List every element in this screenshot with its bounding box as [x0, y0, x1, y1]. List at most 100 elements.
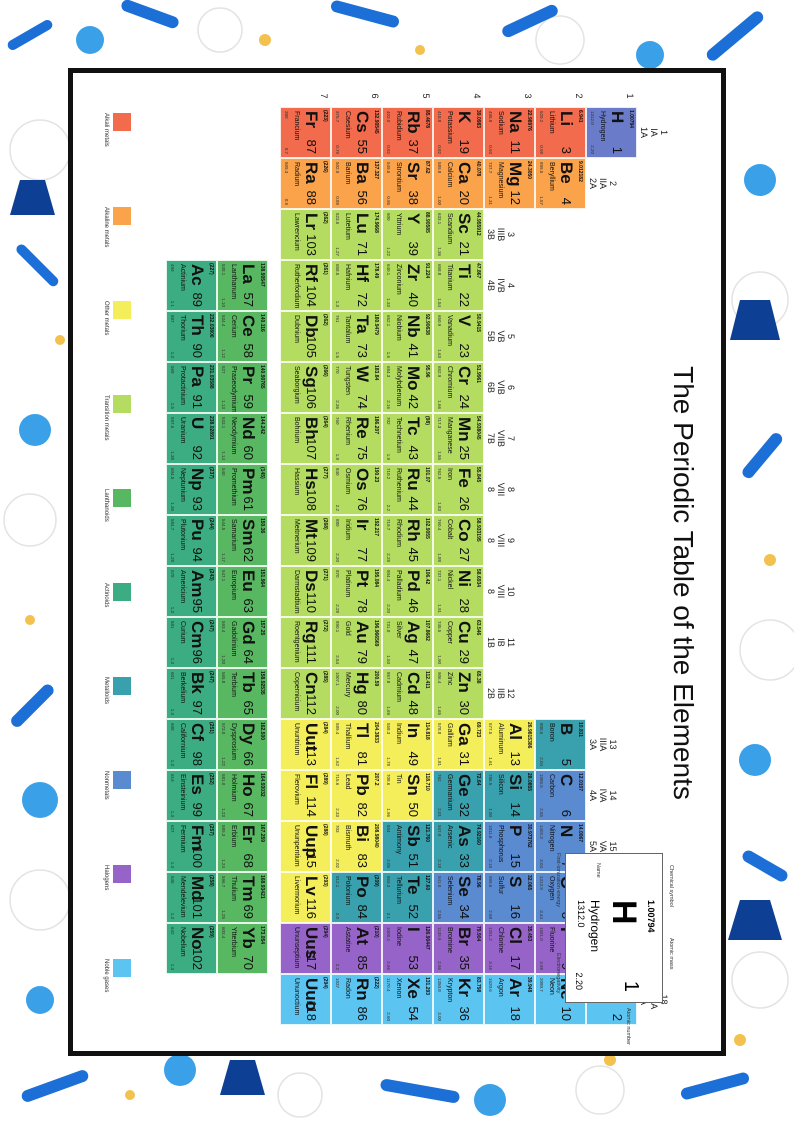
- element-mass: 112.411: [424, 671, 430, 689]
- element-mass: (210): [373, 926, 379, 938]
- element-electronegativity: 1.14: [221, 451, 226, 460]
- element-s: 32.065 S 16 Sulfur 999.6 2.58: [484, 872, 535, 923]
- element-hs: (277) Hs 108 Hassium: [280, 464, 331, 515]
- element-ionization: 549.5: [386, 162, 391, 174]
- element-ionization: 635: [170, 876, 175, 884]
- element-extra: 1170.4 2.60: [385, 978, 391, 1021]
- element-electronegativity: 3.04: [539, 859, 544, 868]
- element-electronegativity: 1.69: [386, 706, 391, 715]
- element-extra: 495.8 0.93: [487, 111, 493, 154]
- element-number: 51: [406, 853, 421, 868]
- element-tm: 168.93421 Tm 69 Thulium 596.7 1.25: [217, 872, 268, 923]
- element-name: Indium: [395, 723, 402, 745]
- period-label-5: 5: [421, 93, 431, 99]
- element-mass: (259): [208, 926, 214, 938]
- group-header-line: 2: [608, 180, 618, 186]
- element-extra: 589.3 1.24: [220, 825, 226, 868]
- element-number: 21: [457, 241, 472, 256]
- element-mass: 69.723: [475, 722, 481, 738]
- element-os: 190.23 Os 76 Osmium 840 2.2: [331, 464, 382, 515]
- element-mass: (288): [322, 824, 328, 836]
- element-mass: (247): [208, 620, 214, 632]
- element-mass: 22.98976: [526, 110, 532, 131]
- element-extra: 719.7 2.28: [385, 519, 391, 562]
- element-number: 14: [508, 802, 523, 817]
- element-symbol: Se: [455, 876, 474, 897]
- element-symbol: Re: [353, 417, 372, 439]
- group-header-9: 9 VIII 8: [486, 515, 516, 566]
- element-electronegativity: 1.28: [170, 553, 175, 562]
- element-number: 92: [190, 445, 205, 460]
- element-mass: 121.760: [424, 824, 430, 843]
- element-electronegativity: 2.20: [386, 604, 391, 613]
- element-number: 30: [457, 700, 472, 715]
- element-number: 118: [304, 1000, 319, 1021]
- element-mass: (293): [322, 875, 328, 887]
- element-rb: 85.4678 Rb 37 Rubidium 403.0 0.82: [382, 107, 433, 158]
- element-lu: 174.9668 Lu 71 Lutetium 523.5 1.27: [331, 209, 382, 260]
- element-ionization: 538.1: [221, 264, 226, 276]
- element-symbol: Dy: [239, 723, 258, 745]
- group-header-line: 1A: [639, 126, 649, 138]
- element-hf: 178.49 Hf 72 Hafnium 658.5 1.3: [331, 260, 382, 311]
- element-symbol: Tc: [404, 417, 423, 436]
- element-ionization: 1008.4: [386, 927, 391, 941]
- element-ionization: 770: [335, 366, 340, 374]
- element-number: 54: [406, 1006, 421, 1021]
- element-mass: 140.116: [259, 314, 265, 332]
- element-ionization: 702: [386, 417, 391, 425]
- element-name: Tin: [395, 774, 402, 784]
- element-ionization: 642: [170, 927, 175, 935]
- element-ionization: 533.1: [221, 417, 226, 429]
- element-extra: [283, 213, 289, 256]
- group-header-line: 1B: [486, 636, 496, 648]
- element-number: 53: [406, 955, 421, 970]
- element-electronegativity: 1.9: [335, 453, 340, 460]
- element-po: (209) Po 84 Polonium 812.1 2.0: [331, 872, 382, 923]
- element-number: 46: [406, 598, 421, 613]
- group-header-3: 3 IIIB 3B: [486, 209, 516, 260]
- element-mass: (252): [208, 773, 214, 785]
- element-extra: 840 2.2: [334, 468, 340, 511]
- element-ionization: 601: [170, 672, 175, 680]
- element-symbol: Rn: [353, 978, 372, 1001]
- element-electronegativity: 2.55: [539, 808, 544, 817]
- element-symbol: Eu: [239, 570, 258, 592]
- element-symbol: Pt: [353, 570, 372, 587]
- element-symbol: Tb: [239, 672, 258, 693]
- element-number: 12: [508, 190, 523, 205]
- group-header-line: 14: [608, 790, 618, 801]
- element-number: 83: [355, 853, 370, 868]
- element-ionization: 762.5: [437, 468, 442, 480]
- element-symbol: Ba: [353, 162, 372, 184]
- element-extra: 737.7 1.31: [487, 162, 493, 205]
- element-name: Praseodymium: [230, 366, 237, 413]
- element-name: Chlorine: [497, 927, 504, 954]
- element-no: (259) No 102 Nobelium 642 1.3: [166, 923, 217, 974]
- element-gd: 157.25 Gd 64 Gadolinium 593.4 1.20: [217, 617, 268, 668]
- element-number: 66: [241, 751, 256, 766]
- element-number: 43: [406, 445, 421, 460]
- element-symbol: Ta: [353, 315, 372, 334]
- element-extra: 1402.3 3.04: [538, 825, 544, 868]
- element-symbol: Tm: [239, 876, 258, 902]
- element-ionization: 737.1: [437, 570, 442, 582]
- element-name: Promethium: [230, 468, 237, 506]
- element-be: 9.012182 Be 4 Beryllium 899.5 1.57: [535, 158, 586, 209]
- element-name: Sulfur: [497, 876, 504, 895]
- element-symbol: Po: [353, 876, 372, 898]
- element-mass: 88.90585: [424, 212, 430, 233]
- element-name: Lawrencium: [293, 213, 300, 251]
- element-mass: 74.92160: [475, 824, 481, 845]
- element-symbol: B: [557, 723, 576, 736]
- element-rh: 102.9055 Rh 45 Rhodium 719.7 2.28: [382, 515, 433, 566]
- element-electronegativity: 1.38: [170, 451, 175, 460]
- element-electronegativity: 1.22: [386, 247, 391, 256]
- element-number: 34: [457, 904, 472, 919]
- element-symbol: Np: [188, 468, 207, 491]
- legend-label: Other metals: [103, 301, 109, 336]
- element-symbol: Na: [506, 111, 525, 133]
- element-extra: 642 1.3: [169, 927, 175, 970]
- element-mass: (222): [373, 977, 379, 989]
- element-symbol: Ni: [455, 570, 474, 587]
